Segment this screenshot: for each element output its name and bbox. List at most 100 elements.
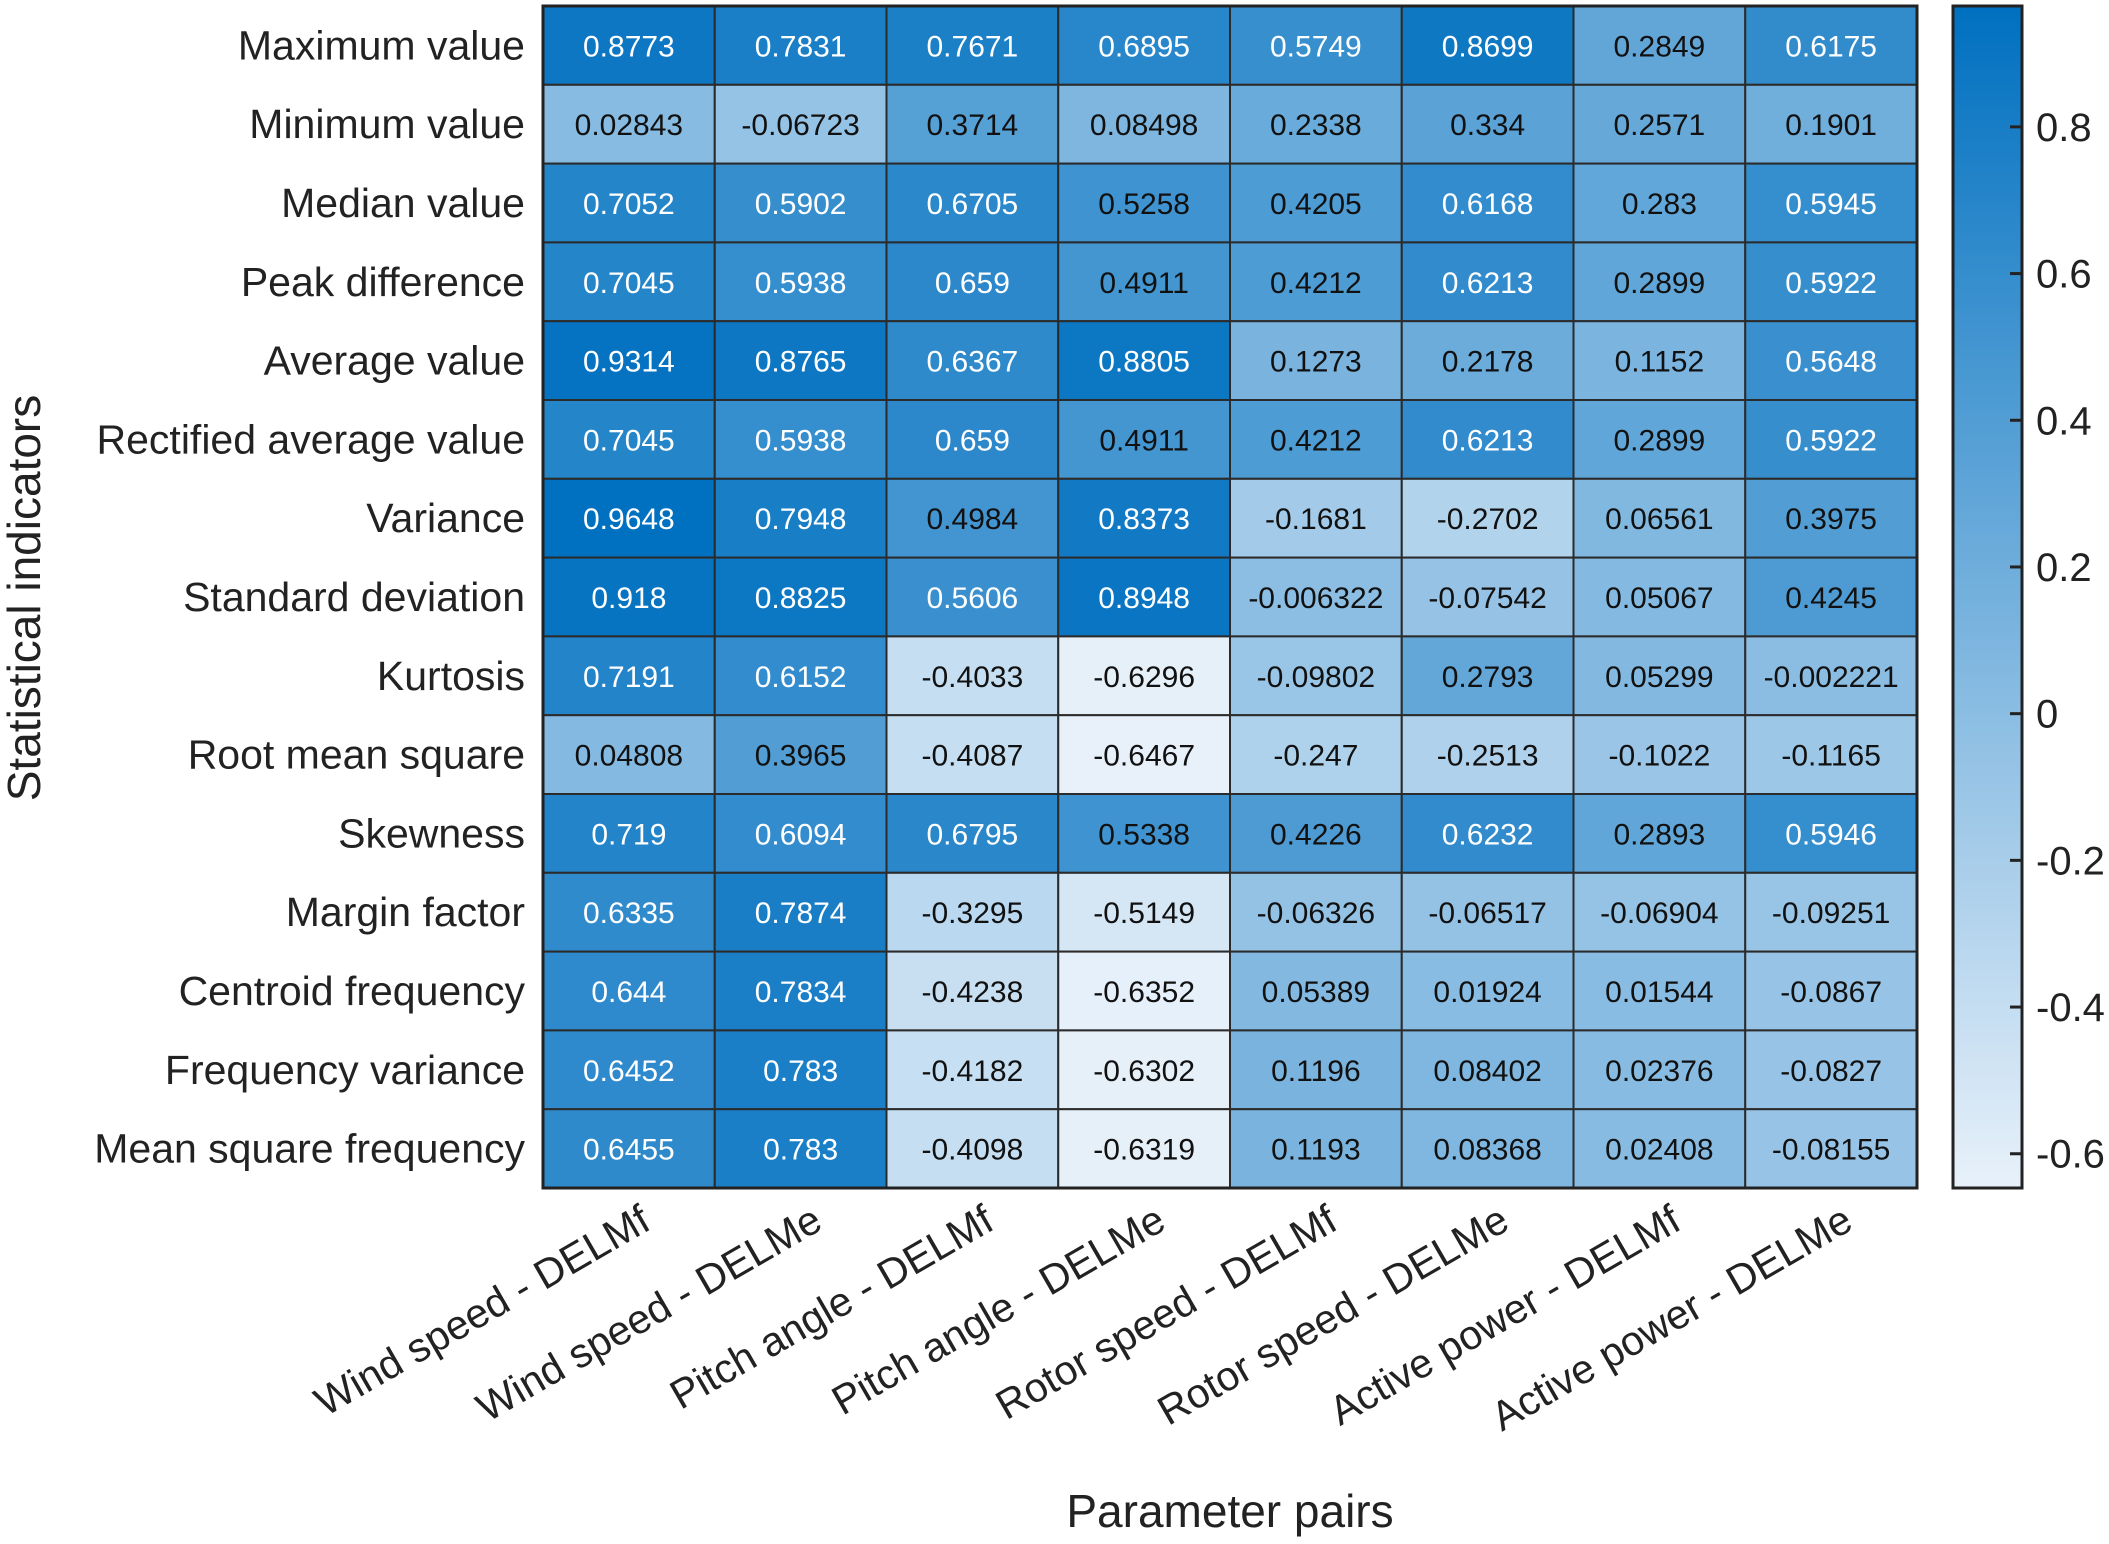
cell-value-label: 0.5922 — [1785, 267, 1877, 300]
heatmap-cell — [885, 162, 1060, 244]
cell-value-label: 0.4911 — [1099, 267, 1189, 300]
heatmap-cell — [542, 5, 716, 86]
heatmap-cell — [713, 83, 888, 165]
row-label: Kurtosis — [377, 653, 525, 699]
cell-value-label: 0.6335 — [583, 897, 675, 930]
heatmap-cell — [1744, 1108, 1918, 1189]
cell-value-label: 0.6455 — [583, 1134, 675, 1167]
cell-value-label: 0.01544 — [1605, 976, 1713, 1009]
cell-value-label: 0.659 — [935, 267, 1010, 300]
cell-value-label: 0.6705 — [926, 188, 1018, 221]
cell-value-label: -0.0827 — [1780, 1055, 1882, 1088]
cell-value-label: -0.1681 — [1265, 503, 1367, 536]
colorbar: 0.8 0.6 0.4 0.2 0 -0.2 -0.4 -0.6 — [1951, 4, 2105, 1190]
cell-value-label: 0.05299 — [1605, 661, 1713, 694]
cell-value-label: 0.08368 — [1433, 1134, 1541, 1167]
cell-value-label: -0.6467 — [1093, 740, 1195, 773]
cell-value-label: 0.6175 — [1785, 30, 1877, 63]
colorbar-tick-label: 0.2 — [2036, 546, 2092, 590]
heatmap-cell — [1572, 871, 1747, 953]
cell-value-label: 0.4984 — [926, 503, 1018, 536]
cell-value-label: 0.1152 — [1615, 346, 1705, 379]
cell-value-label: -0.4238 — [922, 976, 1024, 1009]
cell-value-label: 0.1273 — [1270, 346, 1362, 379]
cell-value-label: -0.6296 — [1093, 661, 1195, 694]
cell-value-label: 0.2338 — [1270, 109, 1362, 142]
row-label: Average value — [264, 338, 525, 384]
colorbar-tick-label: 0.6 — [2036, 253, 2092, 297]
heatmap-border — [541, 4, 1919, 1190]
cell-value-label: 0.6152 — [755, 661, 847, 694]
cell-value-label: 0.6168 — [1442, 188, 1534, 221]
cell-value-label: 0.6213 — [1442, 424, 1534, 457]
cell-value-label: 0.5749 — [1270, 30, 1362, 63]
cell-value-label: -0.09251 — [1772, 897, 1890, 930]
cell-value-label: 0.5938 — [755, 424, 847, 457]
heatmap-cell — [542, 871, 716, 953]
cell-value-label: 0.2571 — [1613, 109, 1705, 142]
cell-value-label: 0.7045 — [583, 267, 675, 300]
cell-value-label: -0.06904 — [1600, 897, 1718, 930]
cell-value-label: 0.8373 — [1098, 503, 1190, 536]
cell-value-label: 0.04808 — [575, 740, 683, 773]
cell-value-label: 0.7831 — [755, 30, 847, 63]
heatmap-cell — [1057, 635, 1231, 717]
heatmap-cell — [885, 1029, 1060, 1111]
cell-value-label: 0.9648 — [583, 503, 675, 536]
cell-value-label: 0.783 — [763, 1134, 838, 1167]
cell-value-label: -0.1165 — [1781, 740, 1881, 773]
cell-value-label: 0.2899 — [1613, 424, 1705, 457]
cell-value-label: 0.2178 — [1442, 346, 1534, 379]
heatmap-cell — [542, 1029, 716, 1111]
cell-value-label: 0.8773 — [583, 30, 675, 63]
cell-value-label: 0.7834 — [755, 976, 847, 1009]
cell-value-label: -0.6319 — [1093, 1134, 1195, 1167]
cell-value-label: 0.8948 — [1098, 582, 1190, 615]
heatmap-cell — [1057, 1029, 1231, 1111]
colorbar-gradient — [1951, 4, 2024, 1190]
heatmap-cell — [1057, 793, 1231, 874]
cell-value-label: 0.283 — [1622, 188, 1697, 221]
cell-value-label: 0.7052 — [583, 188, 675, 221]
cell-value-label: 0.4205 — [1270, 188, 1362, 221]
cell-value-label: 0.05067 — [1605, 582, 1713, 615]
heatmap-cell — [1572, 320, 1747, 402]
cell-value-label: 0.918 — [591, 582, 666, 615]
heatmap-cell — [1572, 950, 1747, 1032]
heatmap-cell — [885, 556, 1060, 638]
heatmap-cell — [1229, 241, 1403, 323]
cell-value-label: -0.4087 — [922, 740, 1024, 773]
heatmap-cell — [1744, 635, 1918, 717]
cell-value-label: 0.5606 — [926, 582, 1018, 615]
heatmap-cell — [1229, 714, 1403, 796]
heatmap-cell — [1572, 162, 1747, 244]
heatmap-cell — [885, 714, 1060, 796]
heatmap-cell — [1572, 241, 1747, 323]
heatmap-cell — [713, 162, 888, 244]
heatmap-cell — [1400, 1029, 1575, 1111]
cell-value-label: -0.6352 — [1093, 976, 1195, 1009]
cell-value-label: -0.06517 — [1428, 897, 1546, 930]
cell-value-label: 0.5258 — [1098, 188, 1190, 221]
cell-value-label: 0.02408 — [1605, 1134, 1713, 1167]
heatmap-cell — [1229, 477, 1403, 559]
heatmap-cell — [1229, 793, 1403, 874]
heatmap-cell — [1744, 320, 1918, 402]
cell-value-label: -0.2702 — [1437, 503, 1539, 536]
heatmap-cell — [713, 635, 888, 717]
cell-value-label: 0.6232 — [1442, 818, 1534, 851]
cell-value-label: 0.7874 — [755, 897, 847, 930]
cell-value-label: 0.6452 — [583, 1055, 675, 1088]
cell-value-label: 0.02376 — [1605, 1055, 1713, 1088]
row-labels: Maximum value Minimum value Median value Pe… — [94, 22, 525, 1171]
cell-value-label: -0.09802 — [1257, 661, 1375, 694]
heatmap-cell — [885, 793, 1060, 874]
cell-value-label: 0.719 — [591, 818, 666, 851]
cell-value-label: 0.8765 — [755, 346, 847, 379]
cell-value-label: 0.1196 — [1271, 1055, 1361, 1088]
heatmap-cell — [1572, 399, 1747, 480]
heatmap-cell — [1057, 714, 1231, 796]
cell-value-label: 0.08498 — [1090, 109, 1198, 142]
heatmap-cell — [1400, 5, 1575, 86]
